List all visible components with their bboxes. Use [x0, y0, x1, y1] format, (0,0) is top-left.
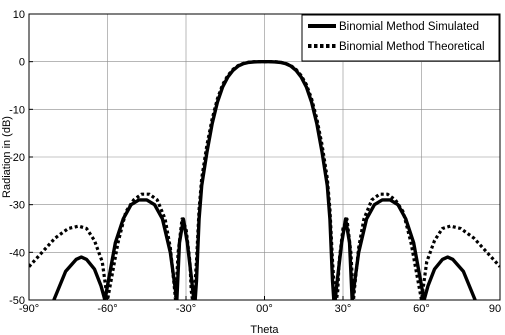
- y-tick-label: -20: [9, 152, 25, 164]
- x-tick-label: 00°: [256, 303, 273, 315]
- x-axis-title: Theta: [250, 324, 279, 335]
- y-tick-label: -40: [9, 247, 25, 259]
- legend-label-theoretical: Binomial Method Theoretical: [339, 41, 485, 53]
- y-tick-label: 10: [13, 9, 25, 21]
- x-tick-label: -60°: [97, 303, 117, 315]
- x-tick-label: 90: [489, 303, 501, 315]
- legend: Binomial Method Simulated Binomial Metho…: [301, 14, 500, 62]
- x-tick-label: 60°: [413, 303, 430, 315]
- y-tick-label: 0: [19, 57, 25, 69]
- legend-label-simulated: Binomial Method Simulated: [339, 21, 479, 33]
- tick-labels: -90° -60° -30° 00° 30° 60° 90 10 0 -10 -20 -30 -40 -5…: [9, 9, 501, 315]
- y-tick-label: -10: [9, 104, 25, 116]
- series-line-simulated: [52, 59, 477, 300]
- x-tick-label: -90°: [19, 303, 39, 315]
- x-tick-label: -30°: [176, 303, 196, 315]
- y-tick-label: -50: [9, 295, 25, 307]
- legend-box: [301, 14, 500, 62]
- x-tick-label: 30°: [335, 303, 352, 315]
- y-tick-label: -30: [9, 200, 25, 212]
- y-axis-title: Radiation in (dB): [1, 116, 13, 198]
- series-layer: [29, 59, 500, 300]
